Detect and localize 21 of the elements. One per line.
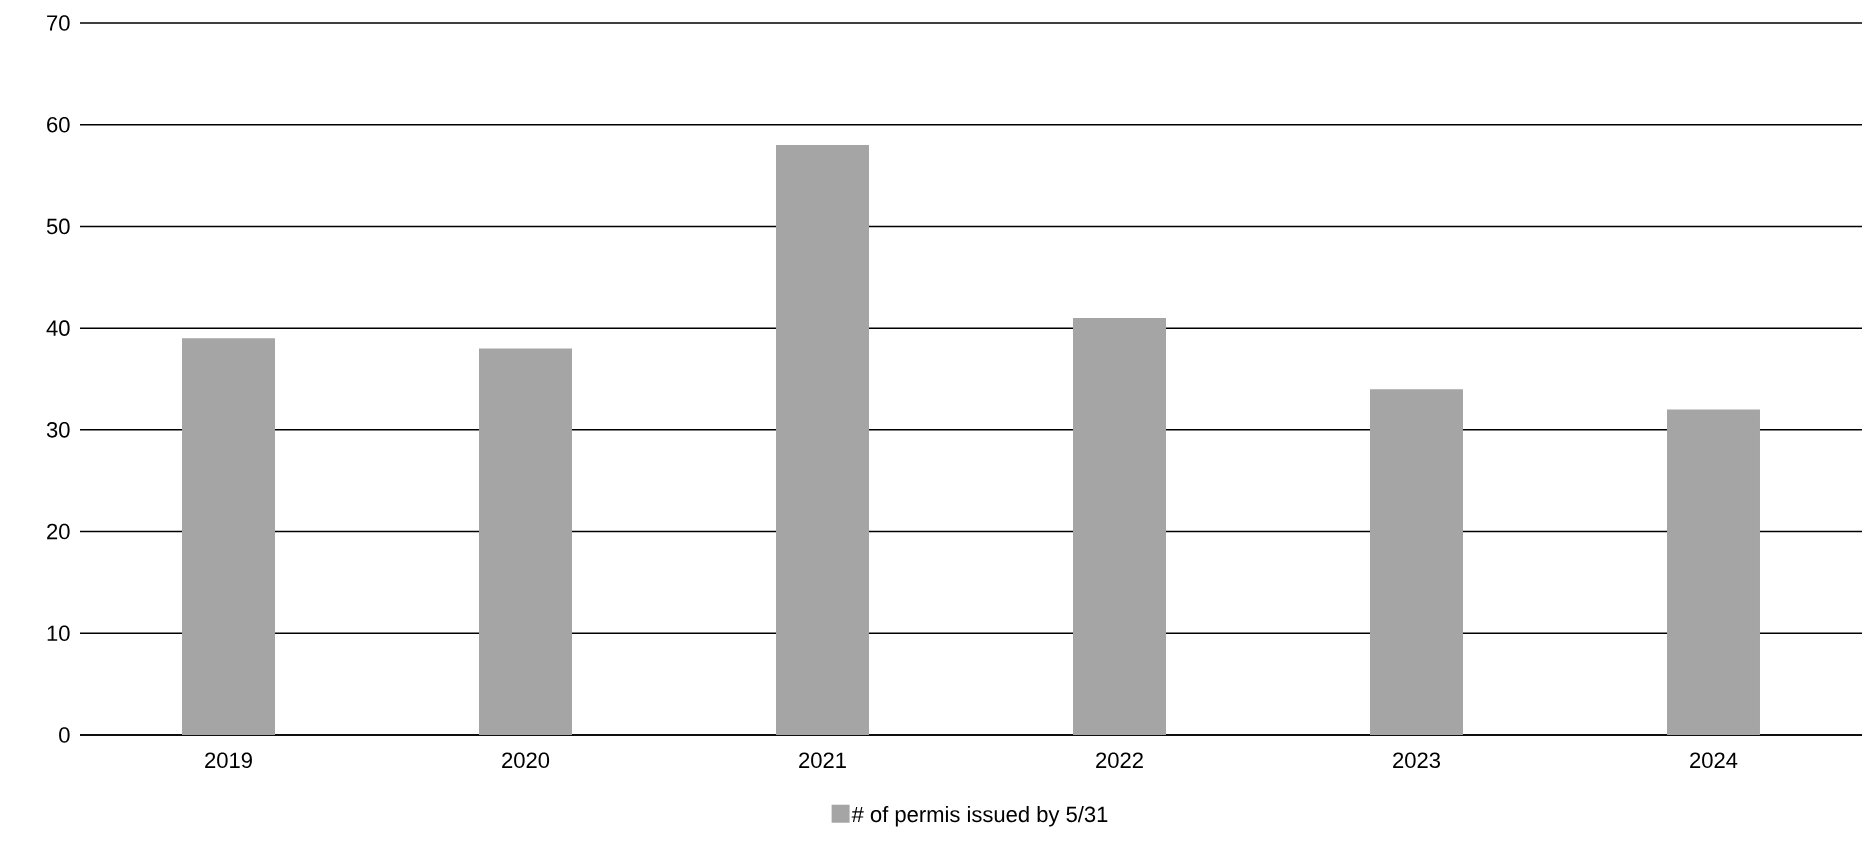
y-tick-label: 50 [46, 218, 70, 235]
bar [1073, 317, 1166, 735]
x-tick-label: 2021 [799, 752, 846, 769]
y-tick-label: 60 [47, 116, 70, 133]
x-tick-label: 2020 [502, 752, 550, 769]
x-tick-label: 2022 [1096, 752, 1143, 769]
y-tick-label: 20 [47, 523, 70, 540]
y-tick-label: 40 [46, 320, 70, 336]
x-tick-label: 2023 [1393, 752, 1440, 769]
x-tick-label: 2019 [205, 752, 252, 769]
bar [776, 145, 869, 735]
bar [479, 348, 573, 735]
x-tick-label: 2024 [1690, 752, 1738, 769]
y-tick-label: 0 [59, 727, 70, 743]
bar [1370, 389, 1463, 735]
legend-label: # of permis issued by 5/31 [851, 806, 1108, 827]
y-tick-label: 70 [47, 15, 70, 31]
y-tick-label: 30 [46, 422, 70, 438]
bar [1666, 409, 1760, 735]
bar [182, 338, 276, 735]
y-tick-label: 10 [47, 625, 70, 642]
